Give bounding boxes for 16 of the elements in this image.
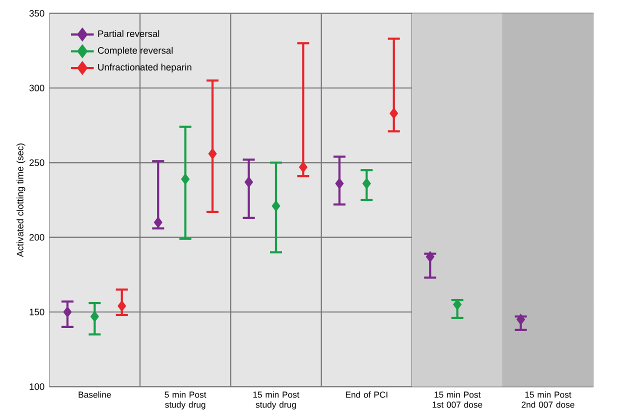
legend-label: Unfractionated heparin — [98, 64, 192, 72]
legend-label: Complete reversal — [98, 46, 173, 56]
y-tick-label: 100 — [30, 383, 44, 390]
y-tick-label: 150 — [30, 308, 44, 316]
y-tick-label: 350 — [29, 10, 44, 17]
x-tick-label: Baseline — [78, 391, 111, 398]
x-tick-label: End of PCI — [346, 391, 388, 398]
x-tick-label: 15 min Post 1st 007 dose — [432, 391, 482, 408]
legend-label: Partial reversal — [98, 30, 160, 37]
x-tick-label: 15 min Post 2nd 007 dose — [522, 391, 574, 408]
y-axis-title: Activated clotting time (sec) — [16, 144, 26, 258]
y-tick-label: 300 — [29, 84, 44, 92]
y-tick-label: 200 — [30, 234, 44, 241]
x-tick-label: 5 min Post study drug — [164, 391, 206, 410]
y-tick-label: 250 — [30, 159, 44, 166]
x-tick-label: 15 min Post study drug — [253, 391, 300, 410]
